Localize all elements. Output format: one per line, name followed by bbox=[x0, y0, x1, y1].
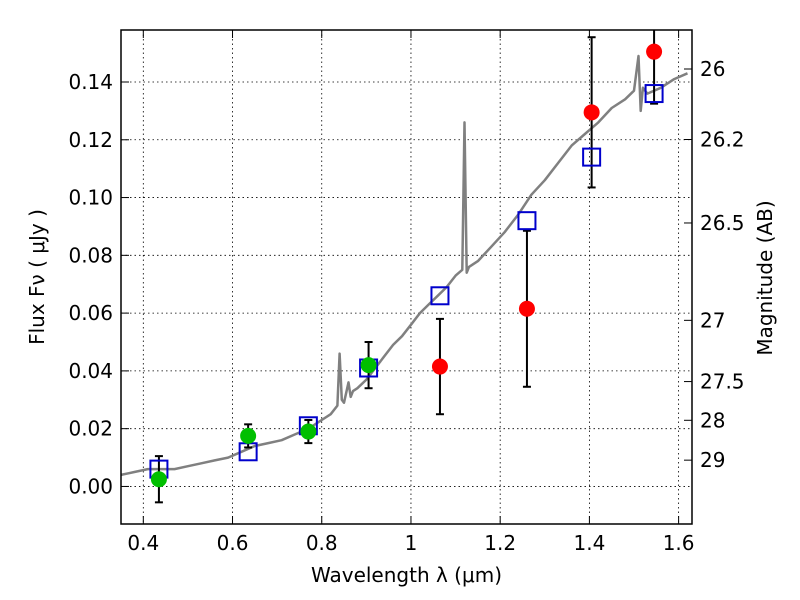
model-square-marker bbox=[517, 211, 537, 231]
x-tick-label: 0.8 bbox=[306, 531, 338, 555]
markers bbox=[149, 43, 664, 488]
model-square-marker bbox=[644, 84, 664, 104]
green-circle-marker bbox=[300, 423, 317, 440]
y-tick-label: 0.02 bbox=[68, 417, 113, 441]
x-tick-label: 1.6 bbox=[663, 531, 695, 555]
y-tick-label: 0.00 bbox=[68, 474, 113, 498]
y-tick-label: 0.08 bbox=[68, 243, 113, 267]
y-tick-label: 0.10 bbox=[68, 186, 113, 210]
y-tick-label: 0.06 bbox=[68, 301, 113, 325]
right-tick-label: 27.5 bbox=[700, 370, 745, 394]
x-tick-label: 0.4 bbox=[127, 531, 159, 555]
plot-frame bbox=[120, 29, 693, 525]
right-axis-label: Magnitude (AB) bbox=[753, 200, 777, 355]
y-tick-label: 0.04 bbox=[68, 359, 113, 383]
ticks: 0.4 0.6 0.8 1 1.2 1.4 1.6 0.00 0.02 0.04 0.06 0.08 0… bbox=[68, 30, 745, 555]
error-bars bbox=[154, 30, 659, 504]
x-axis-label: Wavelength λ (μm) bbox=[311, 563, 502, 587]
grid-lines bbox=[121, 30, 692, 524]
x-tick-label: 1.2 bbox=[484, 531, 516, 555]
x-tick-label: 1.4 bbox=[573, 531, 605, 555]
x-tick-label: 0.6 bbox=[217, 531, 249, 555]
red-circle-marker bbox=[431, 358, 448, 375]
model-square-marker bbox=[582, 147, 602, 167]
right-tick-label: 26.2 bbox=[700, 127, 745, 151]
right-tick-label: 26 bbox=[700, 57, 725, 81]
right-tick-label: 27 bbox=[700, 308, 725, 332]
red-circle-marker bbox=[646, 43, 663, 60]
red-circle-marker bbox=[583, 104, 600, 121]
y-tick-label: 0.14 bbox=[68, 70, 113, 94]
model-square-marker bbox=[430, 286, 450, 306]
red-circle-marker bbox=[518, 300, 535, 317]
green-circle-marker bbox=[150, 471, 167, 488]
model-spectrum bbox=[120, 54, 688, 477]
model-spectrum-line bbox=[120, 54, 688, 477]
green-circle-marker bbox=[360, 357, 377, 374]
y-axis-label: Flux Fν ( μJy ) bbox=[25, 209, 49, 345]
green-circle-marker bbox=[240, 427, 257, 444]
x-tick-label: 1 bbox=[405, 531, 418, 555]
right-tick-label: 29 bbox=[700, 448, 725, 472]
right-tick-label: 28 bbox=[700, 408, 725, 432]
right-tick-label: 26.5 bbox=[700, 211, 745, 235]
y-tick-label: 0.12 bbox=[68, 128, 113, 152]
